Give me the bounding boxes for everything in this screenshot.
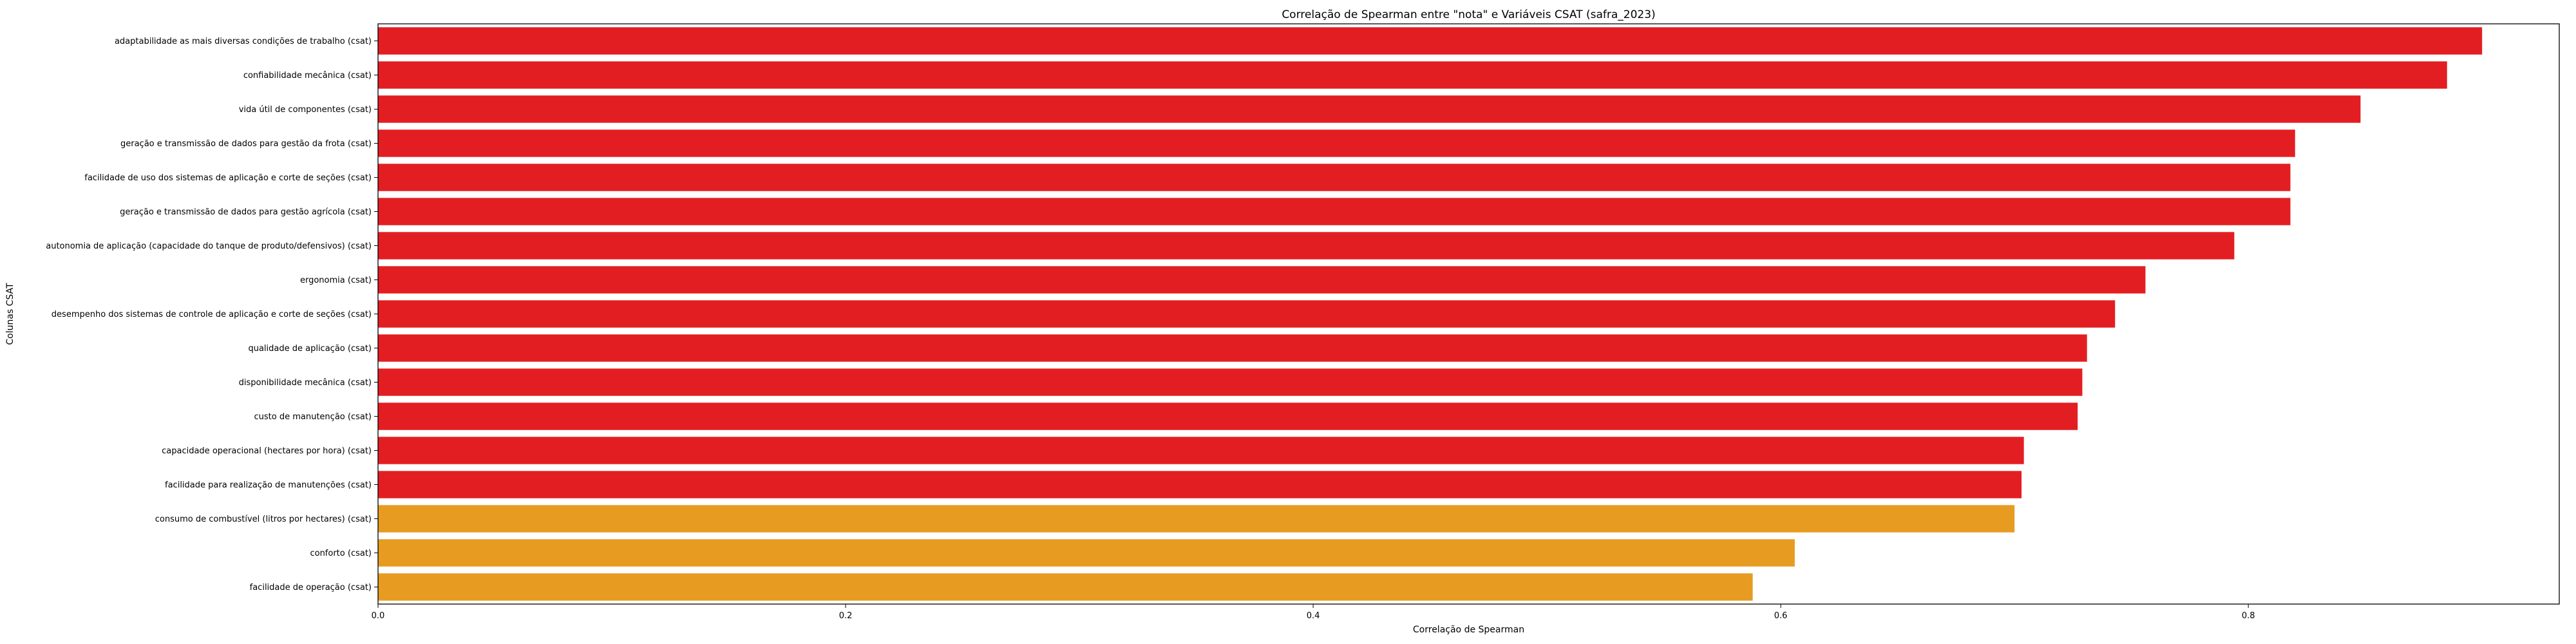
bars-layer (378, 27, 2483, 601)
y-tick-label: custo de manutenção (csat) (254, 412, 372, 422)
y-tick-label: autonomia de aplicação (capacidade do ta… (46, 242, 372, 251)
bar (378, 198, 2291, 225)
bar (378, 61, 2447, 89)
bar (378, 402, 2078, 430)
y-tick-label: consumo de combustível (litros por hecta… (155, 515, 372, 524)
y-tick-label: facilidade para realização de manutençõe… (165, 480, 372, 490)
bar (378, 27, 2483, 55)
bar (378, 573, 1753, 601)
x-tick-label: 0.0 (372, 611, 385, 621)
y-tick-label: geração e transmissão de dados para gest… (120, 139, 372, 149)
x-tick-label: 0.6 (1774, 611, 1788, 621)
bar (378, 437, 2024, 464)
x-axis-title: Correlação de Spearman (1413, 625, 1524, 635)
y-tick-label: desempenho dos sistemas de controle de a… (52, 310, 372, 319)
bar (378, 539, 1795, 567)
bar (378, 505, 2015, 533)
plot-frame (377, 23, 2560, 605)
bar (378, 368, 2083, 396)
y-tick-label: confiabilidade mecânica (csat) (243, 71, 372, 80)
chart-title: Correlação de Spearman entre "nota" e Va… (1282, 8, 1655, 21)
bar (378, 95, 2361, 123)
bar (378, 232, 2235, 260)
y-tick-label: conforto (csat) (310, 549, 372, 558)
bar (378, 334, 2087, 362)
bar (378, 164, 2291, 191)
y-tick-label: adaptabilidade as mais diversas condiçõe… (115, 37, 372, 46)
y-tick-label: facilidade de operação (csat) (250, 583, 372, 592)
y-tick-label: facilidade de uso dos sistemas de aplica… (84, 173, 372, 183)
y-tick-label: qualidade de aplicação (csat) (248, 344, 372, 354)
bar (378, 129, 2295, 157)
bar (378, 300, 2116, 328)
bar (378, 266, 2146, 294)
y-tick-label: vida útil de componentes (csat) (239, 105, 372, 115)
y-tick-labels: adaptabilidade as mais diversas condiçõe… (46, 37, 378, 592)
x-tick-label: 0.2 (839, 611, 853, 621)
y-axis-title: Colunas CSAT (5, 283, 15, 345)
y-tick-label: disponibilidade mecânica (csat) (239, 378, 372, 388)
x-tick-label: 0.4 (1307, 611, 1320, 621)
y-tick-label: capacidade operacional (hectares por hor… (162, 446, 372, 456)
bar (378, 471, 2022, 498)
y-tick-label: geração e transmissão de dados para gest… (120, 207, 372, 217)
x-tick-label: 0.8 (2242, 611, 2255, 621)
y-tick-label: ergonomia (csat) (300, 276, 372, 285)
x-ticks: 0.0 0.2 0.4 0.6 0.8 (372, 604, 2255, 621)
